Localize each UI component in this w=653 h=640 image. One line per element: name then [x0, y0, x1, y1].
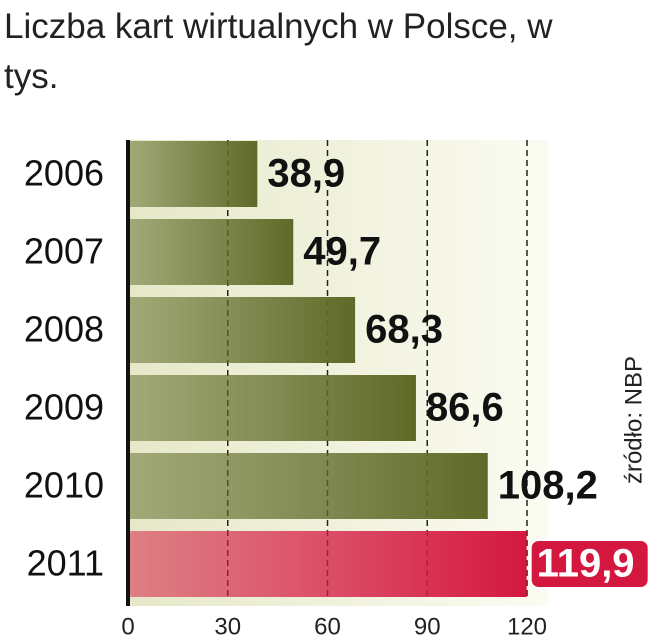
x-tick-label: 60	[314, 613, 341, 640]
plot-background	[128, 140, 548, 606]
category-label: 2008	[24, 309, 104, 350]
bar	[128, 531, 527, 597]
chart-title: Liczba kart wirtualnych w Polsce, w tys.	[4, 7, 553, 96]
value-label: 68,3	[365, 308, 443, 352]
category-label: 2010	[24, 465, 104, 506]
category-label: 2009	[24, 387, 104, 428]
x-tick-label: 90	[414, 613, 441, 640]
bar	[128, 219, 294, 285]
bar	[128, 375, 416, 441]
bar	[128, 453, 488, 519]
value-label-background	[529, 539, 650, 589]
category-label: 2006	[24, 153, 104, 194]
value-label: 119,9	[537, 542, 635, 586]
value-label: 108,2	[498, 464, 598, 508]
source: źródło: NBP	[620, 356, 647, 484]
x-tick-label: 0	[121, 613, 134, 640]
category-label: 2007	[24, 231, 104, 272]
bar	[128, 141, 258, 207]
x-tick-label: 120	[507, 613, 547, 640]
category-label: 2011	[27, 543, 104, 584]
value-label: 49,7	[303, 230, 381, 274]
value-label: 38,9	[267, 152, 345, 196]
value-label: 86,6	[426, 386, 504, 430]
x-tick-label: 30	[214, 613, 241, 640]
bar	[128, 297, 356, 363]
